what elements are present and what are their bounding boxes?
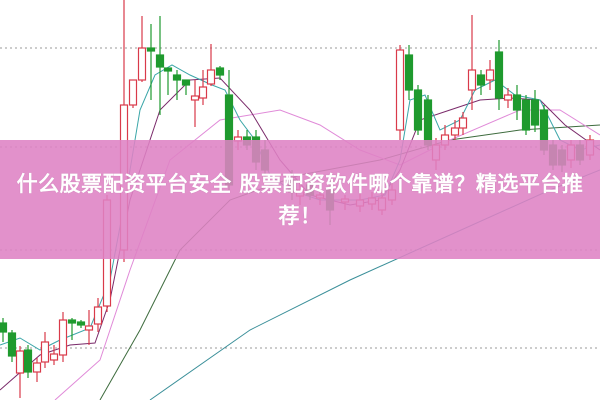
candle-up [206,69,216,85]
candle-up [84,325,94,331]
candle-up [198,86,208,99]
candle-up [450,127,460,136]
candle-up [58,319,68,356]
candle-down [530,99,540,126]
candle-up [93,306,103,325]
candle-down [512,94,522,111]
candle-down [172,74,182,81]
candle-up [458,117,468,129]
candle-down [521,99,531,131]
candle-up [32,362,42,373]
candle-up [137,47,147,81]
candle-down [146,47,156,52]
candle-down [181,79,191,86]
candle-down [23,349,33,373]
candle-down [476,74,486,86]
headline-banner: 什么股票配资平台安全 股票配资软件哪个靠谱？精选平台推荐！ [0,140,600,259]
candle-down [404,54,414,91]
candle-up [15,350,25,374]
candle-up [128,79,138,106]
candle-down [155,54,165,68]
candle-up [395,49,405,131]
candle-up [503,94,513,101]
candle-down [163,67,173,72]
candle-down [215,67,225,76]
headline-title: 什么股票配资平台安全 股票配资软件哪个靠谱？精选平台推荐！ [16,171,584,228]
candle-down [7,332,17,357]
candle-down [413,89,423,131]
candle-up [485,69,495,81]
candle-down [0,322,8,333]
candle-down [494,51,504,99]
candle-up [190,95,200,101]
candle-down [67,319,77,324]
candle-up [467,69,477,91]
candle-down [76,321,86,326]
candle-down [423,99,433,146]
candle-up [40,341,50,363]
candle-up [49,353,59,361]
